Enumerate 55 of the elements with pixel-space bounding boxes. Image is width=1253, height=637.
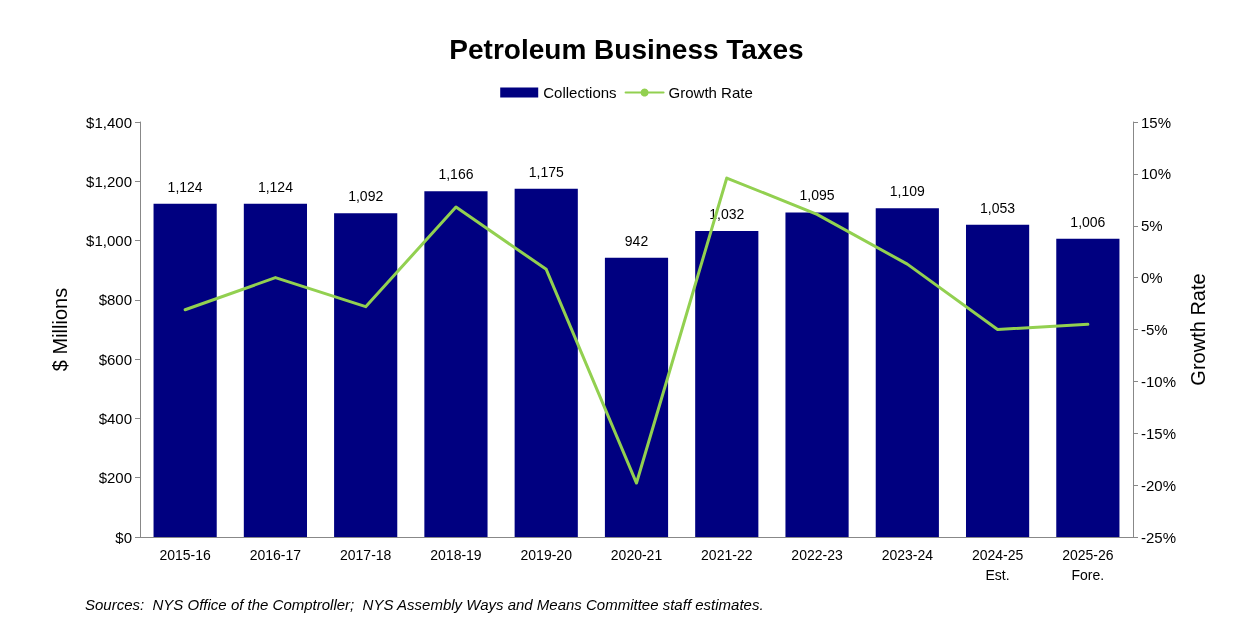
y2-axis-title: Growth Rate xyxy=(1187,273,1209,386)
source-note: Sources: NYS Office of the Comptroller; NYS Assembly Ways and Means Committee staff estimates. xyxy=(85,596,764,613)
bar xyxy=(424,191,488,537)
y-tick-label: $200 xyxy=(98,469,132,487)
y2-tick-label: 10% xyxy=(1141,165,1172,183)
x-tick-label: 2018-19 xyxy=(430,547,482,563)
x-tick-label: 2022-23 xyxy=(791,547,843,563)
y2-tick-label: -15% xyxy=(1141,424,1177,442)
bar xyxy=(785,212,849,537)
x-tick-label: 2019-20 xyxy=(520,547,573,563)
x-tick-label: 2021-22 xyxy=(701,547,753,563)
bar xyxy=(334,213,398,537)
y2-tick-label: -25% xyxy=(1141,528,1177,546)
data-label: 1,175 xyxy=(528,163,564,180)
x-tick-label: 2023-24 xyxy=(881,547,934,563)
y2-tick-label: -5% xyxy=(1141,321,1168,338)
data-label: 1,124 xyxy=(257,178,294,195)
x-tick-label: 2016-17 xyxy=(249,547,302,563)
bar xyxy=(966,224,1030,537)
bar xyxy=(514,188,578,537)
data-label: 1,095 xyxy=(799,187,835,204)
y-tick-label: $1,200 xyxy=(86,172,132,190)
data-label: 1,053 xyxy=(980,199,1016,216)
data-label: 1,166 xyxy=(438,166,474,183)
x-tick-label: 2017-18 xyxy=(339,547,392,563)
x-tick-label: 2025-26 Fore. xyxy=(1062,547,1114,583)
x-tick-label: 2020-21 xyxy=(610,547,663,563)
y-tick-label: $800 xyxy=(98,291,132,309)
legend-label: Collections xyxy=(543,84,617,101)
data-label: 1,006 xyxy=(1070,213,1106,230)
legend-label: Growth Rate xyxy=(668,84,753,101)
bar xyxy=(604,257,669,537)
bar xyxy=(695,231,759,537)
data-label: 1,092 xyxy=(348,188,384,205)
chart-title: Petroleum Business Taxes xyxy=(449,33,804,65)
y-axis-title: $ Millions xyxy=(49,287,71,372)
y-tick-label: $1,000 xyxy=(86,232,132,250)
data-label: 1,109 xyxy=(889,183,926,200)
y-tick-label: $1,400 xyxy=(86,113,132,131)
y2-tick-label: 0% xyxy=(1141,269,1163,287)
y2-tick-label: 15% xyxy=(1141,113,1172,131)
bar xyxy=(243,203,307,537)
y-tick-label: $600 xyxy=(98,350,132,368)
data-label: 1,124 xyxy=(167,178,203,195)
data-label: 942 xyxy=(624,232,649,249)
y2-tick-label: -10% xyxy=(1141,372,1177,390)
y-tick-label: $400 xyxy=(98,409,132,427)
x-tick-label: 2024-25 Est. xyxy=(971,547,1024,583)
y2-tick-label: 5% xyxy=(1141,217,1163,235)
y2-tick-label: -20% xyxy=(1141,476,1177,494)
bar xyxy=(875,208,939,537)
bar xyxy=(153,203,217,537)
y-tick-label: $0 xyxy=(115,528,132,546)
bar xyxy=(1056,238,1120,537)
x-tick-label: 2015-16 xyxy=(159,547,212,563)
